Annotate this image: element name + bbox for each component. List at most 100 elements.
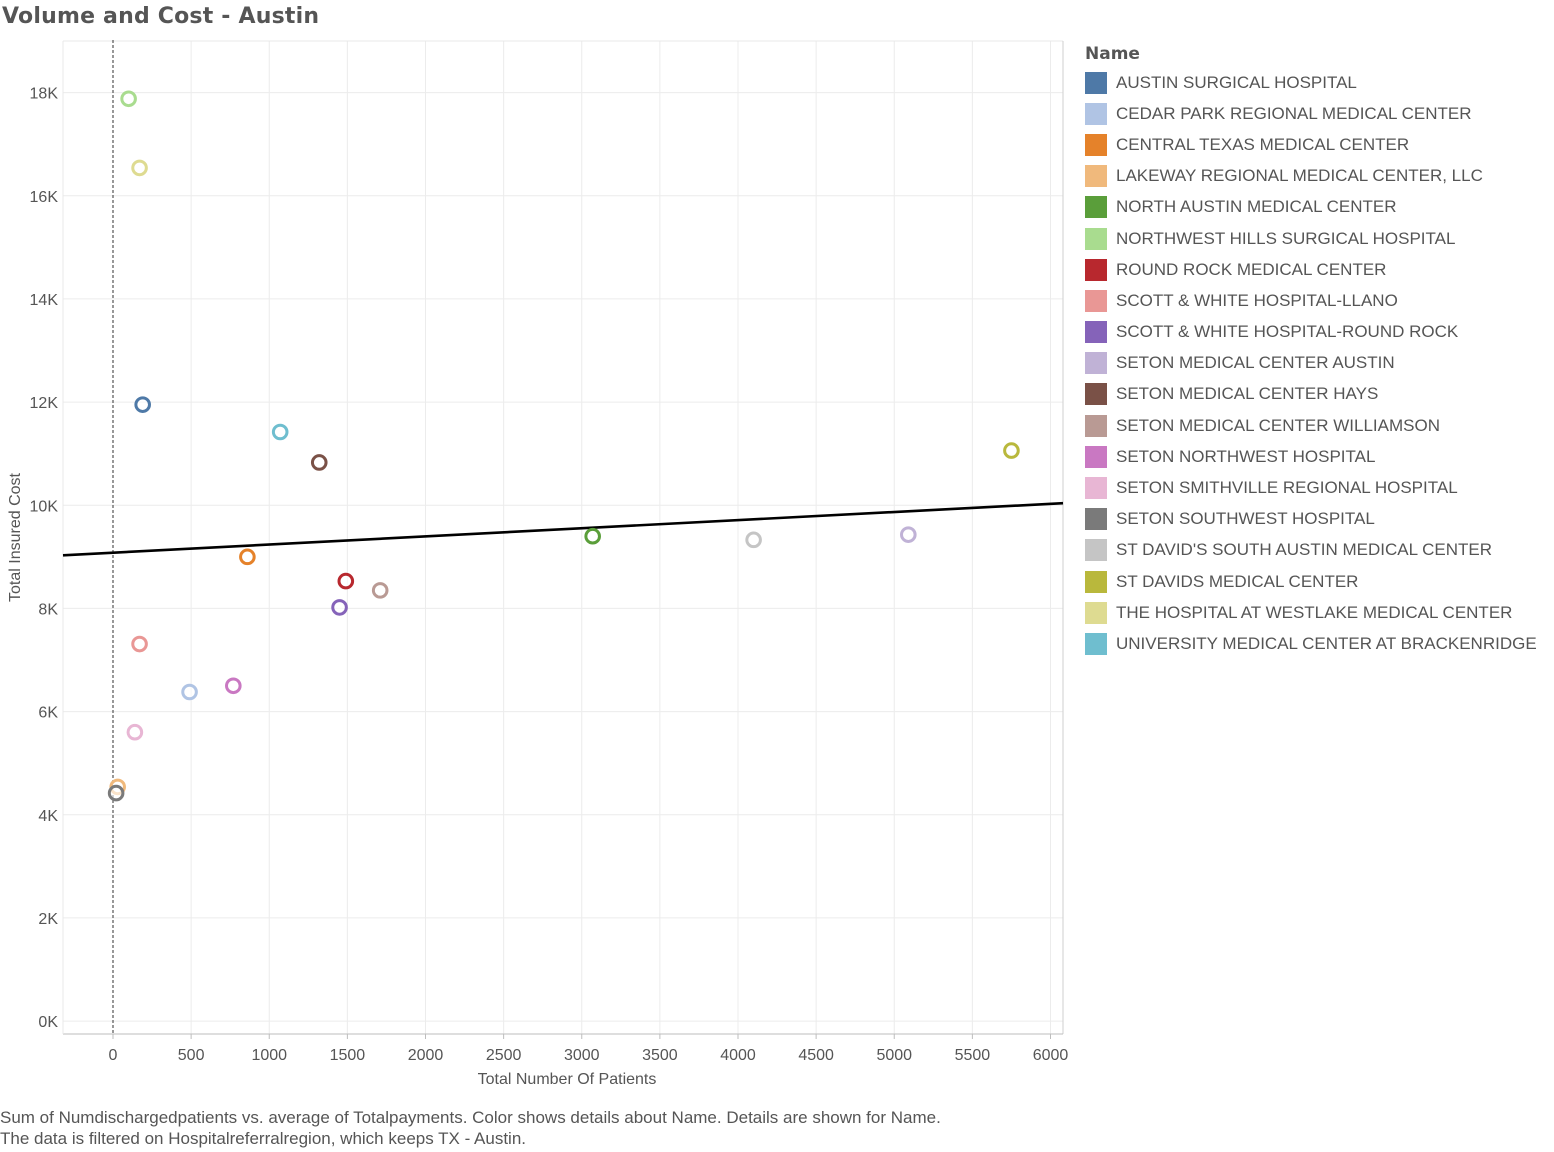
legend-label: SCOTT & WHITE HOSPITAL-LLANO — [1116, 290, 1398, 310]
data-point — [134, 396, 151, 413]
data-point — [131, 635, 148, 653]
legend-item: ST DAVIDS MEDICAL CENTER — [1085, 566, 1537, 597]
scatter-chart: 0 500 1000 1500 2000 2500 3000 3500 4000 4500 5000… — [7, 40, 1069, 1088]
legend-item: THE HOSPITAL AT WESTLAKE MEDICAL CENTER — [1085, 597, 1537, 628]
legend-swatch — [1085, 632, 1107, 655]
x-tick-label: 5500 — [955, 1047, 991, 1064]
data-points — [107, 90, 1020, 802]
y-tick-label: 16K — [30, 189, 59, 206]
grid — [63, 41, 1063, 1034]
x-tick-label: 1500 — [330, 1047, 366, 1064]
reference-lines — [62, 40, 1064, 1034]
legend-title: Name — [1085, 44, 1140, 64]
legend-item: SETON MEDICAL CENTER HAYS — [1085, 379, 1537, 410]
legend-label: CEDAR PARK REGIONAL MEDICAL CENTER — [1116, 103, 1472, 123]
legend-item: AUSTIN SURGICAL HOSPITAL — [1085, 67, 1537, 98]
legend-swatch — [1085, 71, 1107, 94]
x-tick-label: 4500 — [798, 1047, 834, 1064]
x-tick-label: 4000 — [720, 1047, 756, 1064]
legend-swatch — [1085, 321, 1107, 344]
legend-swatch — [1085, 383, 1107, 406]
legend: Name AUSTIN SURGICAL HOSPITAL CEDAR PARK … — [1085, 44, 1537, 660]
tick-labels: 0 500 1000 1500 2000 2500 3000 3500 4000 4500 5000… — [30, 86, 1069, 1064]
legend-swatch — [1085, 539, 1107, 562]
data-point — [107, 784, 125, 802]
x-axis-label: Total Number Of Patients — [478, 1071, 657, 1088]
trend-line — [62, 501, 1064, 557]
x-tick-label: 0 — [109, 1047, 118, 1064]
data-point — [1003, 442, 1020, 459]
legend-item: SCOTT & WHITE HOSPITAL-ROUND ROCK — [1085, 317, 1537, 348]
legend-swatch — [1085, 477, 1107, 500]
data-point — [331, 599, 348, 616]
legend-swatch — [1085, 133, 1107, 156]
legend-swatch — [1085, 227, 1107, 250]
legend-label: SETON MEDICAL CENTER HAYS — [1116, 384, 1379, 404]
data-point — [131, 159, 148, 177]
legend-swatch — [1085, 570, 1107, 593]
data-point — [181, 683, 198, 701]
data-point — [337, 572, 355, 590]
y-axis-label: Total Insured Cost — [7, 472, 24, 602]
data-point — [120, 90, 137, 108]
y-tick-label: 12K — [30, 395, 59, 412]
legend-item: NORTHWEST HILLS SURGICAL HOSPITAL — [1085, 223, 1537, 254]
caption-line-1: Sum of Numdischargedpatients vs. average… — [0, 1108, 941, 1127]
chart-title: Volume and Cost - Austin — [2, 4, 320, 29]
legend-swatch — [1085, 414, 1107, 437]
x-tick-label: 6000 — [1033, 1047, 1069, 1064]
y-tick-label: 18K — [30, 86, 59, 103]
legend-label: AUSTIN SURGICAL HOSPITAL — [1116, 72, 1357, 92]
x-tick-label: 500 — [178, 1047, 205, 1064]
y-tick-label: 4K — [38, 808, 58, 825]
legend-item: SCOTT & WHITE HOSPITAL-LLANO — [1085, 285, 1537, 316]
data-point — [271, 423, 289, 441]
legend-label: ST DAVID'S SOUTH AUSTIN MEDICAL CENTER — [1116, 540, 1493, 560]
legend-item: NORTH AUSTIN MEDICAL CENTER — [1085, 192, 1537, 223]
data-point — [239, 548, 256, 566]
y-tick-label: 8K — [38, 601, 58, 618]
x-tick-label: 1000 — [251, 1047, 287, 1064]
x-tick-label: 3000 — [564, 1047, 600, 1064]
legend-label: SETON NORTHWEST HOSPITAL — [1116, 446, 1376, 466]
y-tick-label: 0K — [38, 1014, 58, 1031]
data-point — [310, 454, 328, 471]
legend-item: UNIVERSITY MEDICAL CENTER AT BRACKENRIDG… — [1085, 628, 1537, 659]
data-point — [225, 677, 242, 695]
legend-swatch — [1085, 445, 1107, 468]
legend-label: SETON MEDICAL CENTER WILLIAMSON — [1116, 415, 1440, 435]
legend-swatch — [1085, 601, 1107, 624]
legend-label: CENTRAL TEXAS MEDICAL CENTER — [1116, 134, 1410, 154]
legend-item: CEDAR PARK REGIONAL MEDICAL CENTER — [1085, 98, 1537, 129]
legend-label: SCOTT & WHITE HOSPITAL-ROUND ROCK — [1116, 322, 1459, 342]
legend-swatch — [1085, 258, 1107, 281]
legend-swatch — [1085, 508, 1107, 531]
legend-item: SETON MEDICAL CENTER WILLIAMSON — [1085, 410, 1537, 441]
legend-label: NORTH AUSTIN MEDICAL CENTER — [1116, 197, 1397, 217]
legend-item: SETON SOUTHWEST HOSPITAL — [1085, 504, 1537, 535]
legend-label: LAKEWAY REGIONAL MEDICAL CENTER, LLC — [1116, 166, 1483, 186]
legend-label: ST DAVIDS MEDICAL CENTER — [1116, 571, 1359, 591]
legend-label: ROUND ROCK MEDICAL CENTER — [1116, 259, 1387, 279]
legend-swatch — [1085, 196, 1107, 219]
data-point — [584, 527, 601, 545]
x-tick-label: 5000 — [876, 1047, 912, 1064]
legend-item: ST DAVID'S SOUTH AUSTIN MEDICAL CENTER — [1085, 535, 1537, 566]
legend-swatch — [1085, 352, 1107, 375]
legend-swatch — [1085, 102, 1107, 125]
legend-swatch — [1085, 165, 1107, 188]
legend-label: UNIVERSITY MEDICAL CENTER AT BRACKENRIDG… — [1116, 633, 1537, 653]
x-tick-label: 3500 — [642, 1047, 678, 1064]
y-tick-label: 2K — [38, 911, 58, 928]
y-tick-label: 14K — [30, 292, 59, 309]
caption-line-2: The data is filtered on Hospitalreferral… — [0, 1129, 527, 1148]
data-point — [371, 582, 389, 599]
data-point — [745, 531, 762, 549]
x-tick-label: 2500 — [486, 1047, 522, 1064]
legend-item: CENTRAL TEXAS MEDICAL CENTER — [1085, 129, 1537, 160]
legend-item: ROUND ROCK MEDICAL CENTER — [1085, 254, 1537, 285]
legend-swatch — [1085, 289, 1107, 312]
legend-label: SETON MEDICAL CENTER AUSTIN — [1116, 353, 1395, 373]
data-point — [126, 723, 144, 741]
y-tick-label: 6K — [38, 705, 58, 722]
